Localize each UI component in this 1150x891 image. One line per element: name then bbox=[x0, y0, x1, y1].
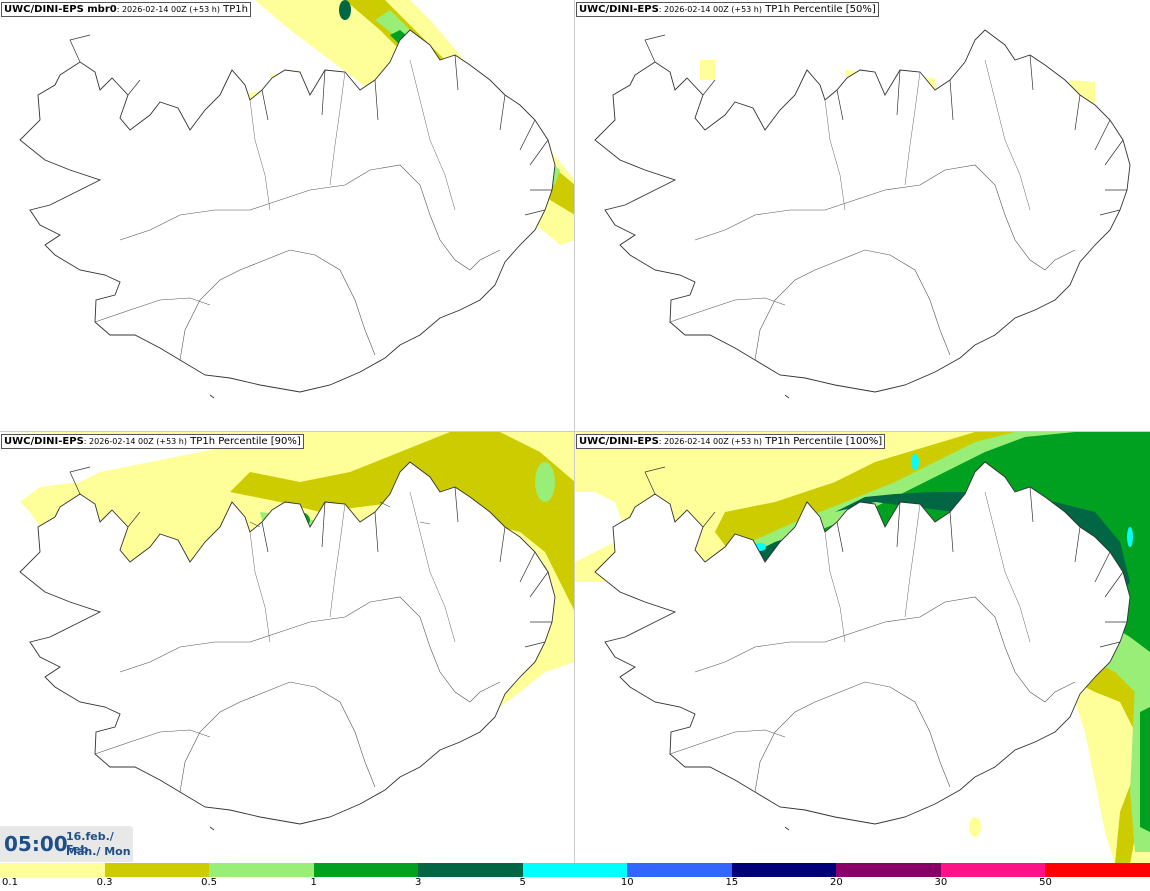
colorbar-segment bbox=[104, 863, 210, 877]
map-panel-p100: UWC/DINI-EPS: 2026-02-14 00Z (+53 h) TP1… bbox=[575, 432, 1150, 864]
colorbar-segment bbox=[627, 863, 732, 877]
panel-title: UWC/DINI-EPS: 2026-02-14 00Z (+53 h) TP1… bbox=[576, 2, 879, 17]
panel-divider bbox=[574, 0, 575, 864]
valid-time: 05:00 bbox=[4, 832, 68, 856]
colorbar-label: 0.3 bbox=[96, 877, 113, 888]
colorbar-label: 10 bbox=[620, 877, 634, 888]
panel-divider bbox=[0, 431, 1150, 432]
valid-time-box: 05:00 16.feb./ Feb Mán./ Mon bbox=[0, 826, 133, 862]
colorbar-segment bbox=[313, 863, 419, 877]
map-panel-p50: UWC/DINI-EPS: 2026-02-14 00Z (+53 h) TP1… bbox=[575, 0, 1150, 432]
colorbar-segment bbox=[209, 863, 314, 877]
colorbar-label: 1 bbox=[310, 877, 317, 888]
colorbar-segment bbox=[418, 863, 523, 877]
colorbar-segment bbox=[0, 863, 105, 877]
colorbar-label: 30 bbox=[934, 877, 948, 888]
precipitation-map bbox=[0, 432, 575, 831]
colorbar-label: 0.1 bbox=[2, 877, 18, 888]
colorbar-segment bbox=[836, 863, 941, 877]
map-panel-p90: UWC/DINI-EPS: 2026-02-14 00Z (+53 h) TP1… bbox=[0, 432, 575, 864]
map-panel-member0: UWC/DINI-EPS mbr0: 2026-02-14 00Z (+53 h… bbox=[0, 0, 575, 432]
panel-title: UWC/DINI-EPS: 2026-02-14 00Z (+53 h) TP1… bbox=[1, 434, 304, 449]
colorbar-labels: 0.1 0.3 0.5 1 3 5 10 15 20 30 50 bbox=[0, 877, 1150, 891]
colorbar-label: 5 bbox=[519, 877, 526, 888]
precipitation-map bbox=[594, 29, 1150, 399]
colorbar-label: 15 bbox=[725, 877, 739, 888]
panel-title: UWC/DINI-EPS: 2026-02-14 00Z (+53 h) TP1… bbox=[576, 434, 886, 449]
precipitation-map bbox=[19, 0, 575, 399]
valid-weekday: Mán./ Mon bbox=[66, 845, 131, 858]
colorbar-label: 20 bbox=[829, 877, 843, 888]
panel-title: UWC/DINI-EPS mbr0: 2026-02-14 00Z (+53 h… bbox=[1, 2, 251, 17]
colorbar-label: 3 bbox=[414, 877, 422, 888]
colorbar-label: 0.5 bbox=[201, 877, 218, 888]
colorbar-label: 50 bbox=[1039, 877, 1052, 888]
colorbar-segment bbox=[1045, 863, 1150, 877]
valid-date: 16.feb./ Feb bbox=[66, 830, 114, 856]
colorbar-segment bbox=[731, 863, 837, 877]
colorbar-segment bbox=[940, 863, 1046, 877]
colorbar bbox=[0, 863, 1150, 877]
colorbar-segment bbox=[522, 863, 628, 877]
precipitation-map bbox=[575, 432, 1150, 864]
